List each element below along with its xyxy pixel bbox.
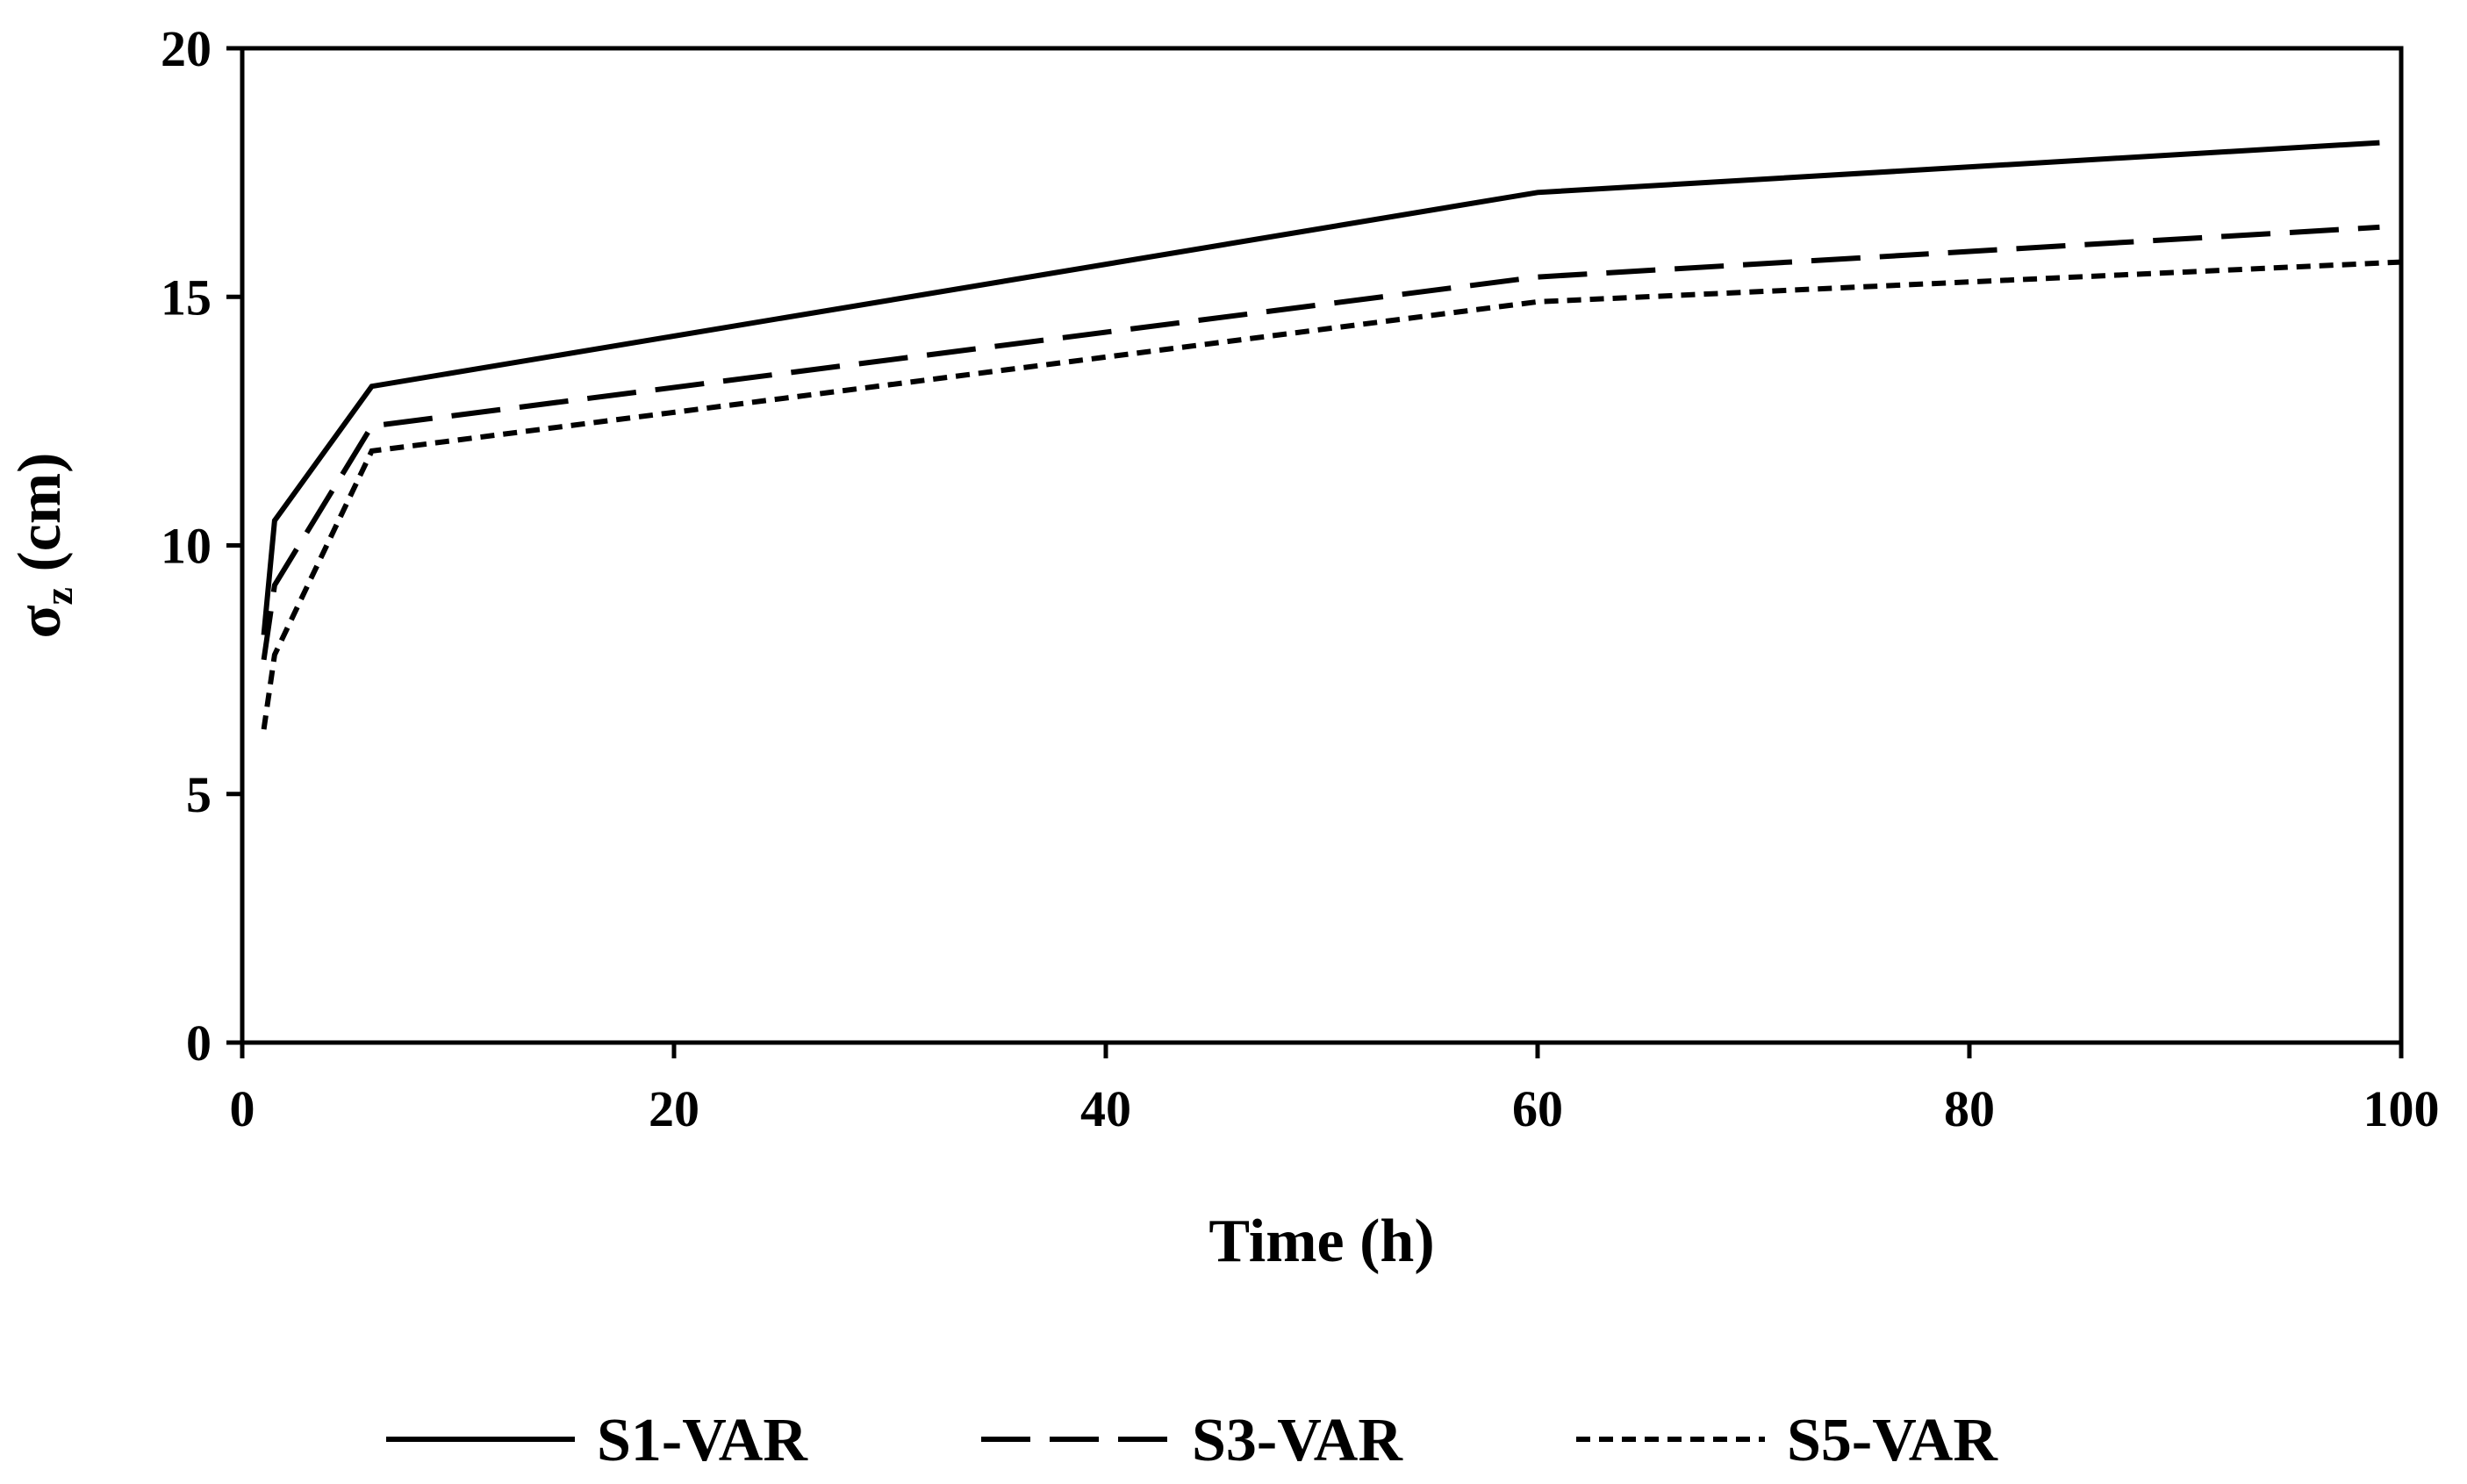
y-axis-title: σz (cm) <box>6 452 81 638</box>
legend: S1-VAR S3-VAR S5-VAR <box>386 1407 1998 1474</box>
y-tick-label: 5 <box>186 766 212 823</box>
series-line-s3-var <box>261 224 2380 661</box>
series-line-s5-var <box>261 259 2402 730</box>
x-tick-label: 100 <box>2363 1080 2440 1137</box>
y-tick-label: 0 <box>186 1014 212 1072</box>
x-tick-label: 40 <box>1080 1080 1131 1137</box>
y-axis-title-unit: (cm) <box>6 452 74 587</box>
series-lines <box>261 140 2402 730</box>
y-tick-label: 15 <box>161 269 212 326</box>
y-tick-label: 20 <box>161 20 212 77</box>
plot-border <box>240 46 2404 1045</box>
series-line-s1-var <box>261 140 2380 635</box>
y-axis-title-symbol: σ <box>6 605 74 638</box>
x-tick-label: 80 <box>1944 1080 1995 1137</box>
legend-label-s5-var: S5-VAR <box>1787 1407 1998 1474</box>
y-tick-label: 10 <box>161 518 212 575</box>
plot-area <box>240 46 2404 1045</box>
x-axis-title: Time (h) <box>1208 1208 1434 1275</box>
legend-label-s1-var: S1-VAR <box>597 1407 808 1474</box>
y-axis-title-subscript: z <box>36 587 81 605</box>
x-tick-label: 0 <box>230 1080 255 1137</box>
axis-ticks: 0 20 40 60 80 100 0 5 10 15 20 <box>161 20 2440 1137</box>
legend-label-s3-var: S3-VAR <box>1192 1407 1403 1474</box>
x-tick-label: 60 <box>1512 1080 1563 1137</box>
x-tick-label: 20 <box>649 1080 699 1137</box>
